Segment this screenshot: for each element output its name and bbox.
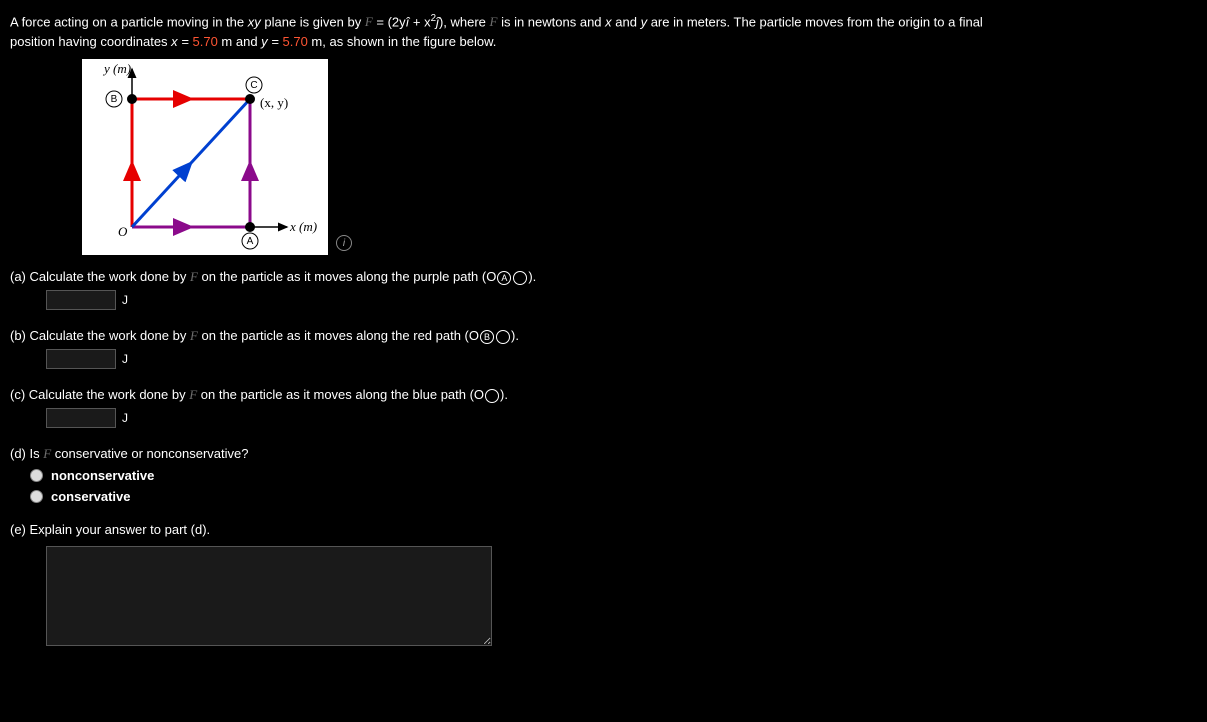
text: is in newtons and [497, 14, 605, 29]
option-label: conservative [51, 489, 131, 504]
text: ). [511, 328, 519, 343]
explain-textarea[interactable] [46, 546, 492, 646]
label: (b) Calculate the work done by [10, 328, 190, 343]
text: = (2y [373, 14, 406, 29]
unit: J [122, 411, 128, 425]
x-value: 5.70 [193, 34, 218, 49]
text: ). [500, 387, 508, 402]
path-endpoint-icon [513, 271, 527, 285]
text: m and [218, 34, 261, 49]
svg-text:B: B [111, 94, 118, 105]
part-c: (c) Calculate the work done by F on the … [10, 387, 1197, 428]
path-figure: B C Ay (m) x (m) O (x, y) [82, 59, 328, 255]
part-e: (e) Explain your answer to part (d). [10, 522, 1197, 649]
problem-statement: A force acting on a particle moving in t… [10, 12, 1197, 51]
label: (c) Calculate the work done by [10, 387, 189, 402]
svg-text:x (m): x (m) [289, 219, 317, 234]
path-badge-b: B [480, 330, 494, 344]
text: y = [261, 34, 282, 49]
force-symbol: F [365, 14, 373, 29]
label: (e) Explain your answer to part (d). [10, 522, 210, 537]
option-label: nonconservative [51, 468, 154, 483]
label: (a) Calculate the work done by [10, 269, 190, 284]
text: plane is given by [261, 14, 365, 29]
unit: J [122, 352, 128, 366]
radio-nonconservative[interactable] [30, 469, 43, 482]
text: are in meters. The particle moves from t… [647, 14, 983, 29]
text: on the particle as it moves along the pu… [198, 269, 496, 284]
xy: xy [248, 14, 261, 29]
text: + x [409, 14, 430, 29]
text: on the particle as it moves along the re… [198, 328, 479, 343]
text: position having coordinates [10, 34, 171, 49]
text: ). [528, 269, 536, 284]
svg-text:O: O [118, 224, 128, 239]
text: conservative or nonconservative? [51, 446, 248, 461]
y-value: 5.70 [283, 34, 308, 49]
path-endpoint-icon [485, 389, 499, 403]
path-badge-a: A [497, 271, 511, 285]
force-symbol: F [43, 446, 51, 461]
unit: J [122, 293, 128, 307]
label: (d) Is [10, 446, 43, 461]
answer-input-a[interactable] [46, 290, 116, 310]
text: m, as shown in the figure below. [308, 34, 497, 49]
svg-text:C: C [250, 80, 257, 91]
force-symbol: F [490, 14, 498, 29]
svg-text:y (m): y (m) [102, 61, 131, 76]
part-a: (a) Calculate the work done by F on the … [10, 269, 1197, 310]
part-b: (b) Calculate the work done by F on the … [10, 328, 1197, 369]
path-endpoint-icon [496, 330, 510, 344]
info-icon[interactable]: i [336, 235, 352, 251]
text: A force acting on a particle moving in t… [10, 14, 248, 29]
text: and [612, 14, 641, 29]
text: on the particle as it moves along the bl… [197, 387, 484, 402]
answer-input-c[interactable] [46, 408, 116, 428]
svg-text:A: A [247, 236, 254, 247]
force-symbol: F [189, 387, 197, 402]
text: x = [171, 34, 192, 49]
part-d: (d) Is F conservative or nonconservative… [10, 446, 1197, 504]
radio-conservative[interactable] [30, 490, 43, 503]
text: ), where [439, 14, 490, 29]
force-symbol: F [190, 328, 198, 343]
svg-text:(x, y): (x, y) [260, 95, 288, 110]
answer-input-b[interactable] [46, 349, 116, 369]
force-symbol: F [190, 269, 198, 284]
